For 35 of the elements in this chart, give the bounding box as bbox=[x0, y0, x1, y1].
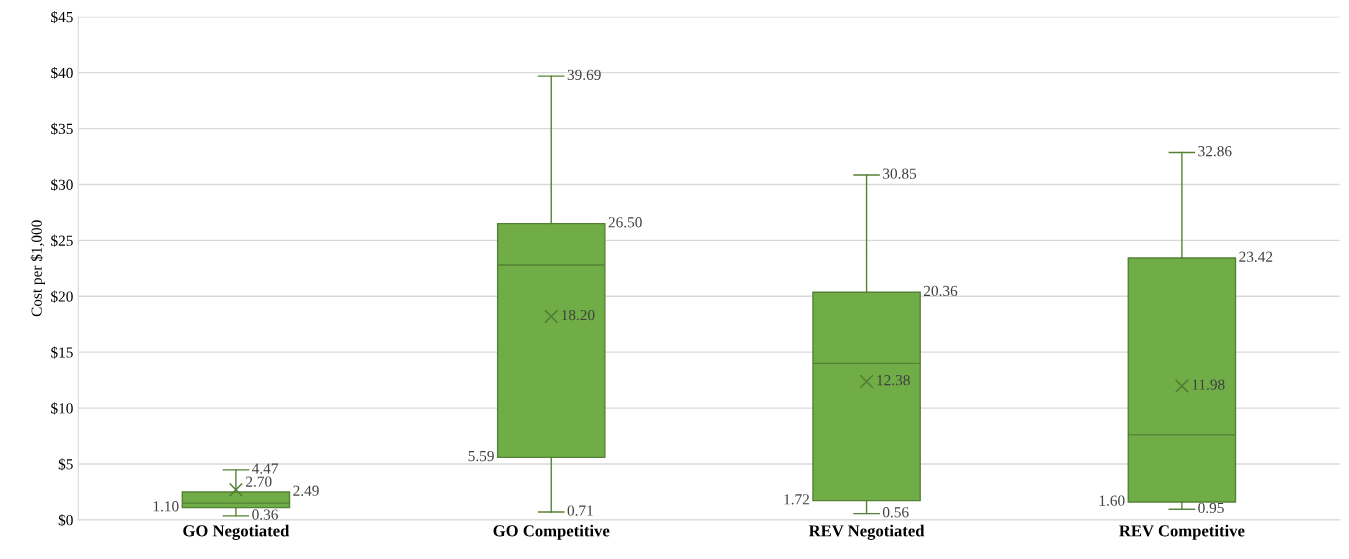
annotation: 2.70 bbox=[246, 476, 272, 487]
annotation: 23.42 bbox=[1239, 251, 1273, 262]
y-axis-title: Cost per $1,000 bbox=[30, 220, 45, 317]
annotation: 4.47 bbox=[251, 463, 278, 474]
x-tick-label: GO Negotiated bbox=[183, 524, 290, 540]
annotation: 0.71 bbox=[567, 505, 593, 516]
y-tick-label: $40 bbox=[51, 66, 73, 80]
annotation: 11.98 bbox=[1192, 379, 1225, 390]
annotation: 20.36 bbox=[923, 285, 958, 297]
annotation: 2.49 bbox=[293, 485, 319, 496]
x-tick-label: REV Negotiated bbox=[808, 524, 925, 540]
annotation: 18.20 bbox=[562, 309, 595, 321]
y-tick-label: $15 bbox=[51, 346, 73, 359]
y-tick-label: $5 bbox=[58, 458, 73, 471]
y-tick-label: $25 bbox=[51, 234, 73, 247]
y-tick-label: $45 bbox=[51, 11, 73, 24]
y-tick-label: $10 bbox=[51, 402, 73, 415]
annotation: 12.38 bbox=[877, 374, 910, 386]
y-tick-label: $20 bbox=[51, 290, 73, 303]
annotation: 1.10 bbox=[153, 501, 179, 512]
annotation: 1.60 bbox=[1099, 495, 1125, 506]
annotation: 39.69 bbox=[567, 69, 601, 81]
annotation: 26.50 bbox=[608, 217, 642, 228]
y-tick-label: $35 bbox=[51, 122, 73, 136]
x-tick-label: REV Competitive bbox=[1119, 524, 1245, 540]
annotation: 0.56 bbox=[882, 507, 909, 518]
x-tick-label: GO Competitive bbox=[493, 524, 610, 540]
annotation: 5.59 bbox=[468, 450, 494, 462]
annotation: 0.95 bbox=[1198, 502, 1224, 514]
annotation: 32.86 bbox=[1198, 146, 1232, 157]
annotation: 0.36 bbox=[252, 509, 278, 520]
annotation: 1.72 bbox=[784, 494, 809, 505]
annotation: 30.85 bbox=[883, 168, 917, 179]
y-tick-label: $0 bbox=[58, 514, 73, 527]
y-tick-label: $30 bbox=[51, 178, 73, 191]
